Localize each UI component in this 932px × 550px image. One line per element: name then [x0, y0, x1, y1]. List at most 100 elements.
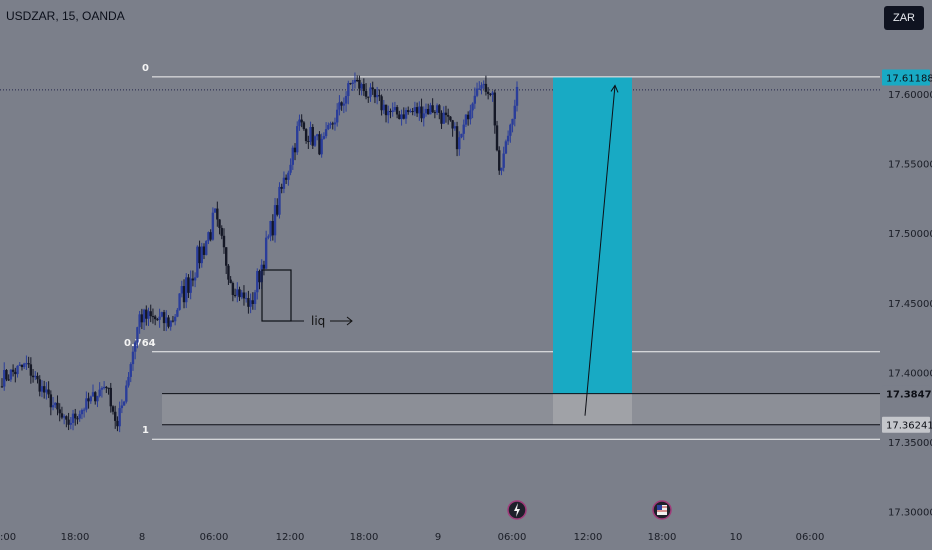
candle-body [16, 365, 19, 375]
candle-body [382, 104, 386, 111]
price-label-target[interactable]: 17.61188 [882, 69, 932, 86]
long-position-tool[interactable] [162, 77, 880, 426]
arrow-head-icon [610, 84, 619, 93]
candle [320, 133, 323, 158]
candle-body [133, 342, 137, 352]
candle-body [118, 408, 121, 427]
candle-body [304, 129, 308, 142]
trend-arrow[interactable] [584, 85, 616, 416]
candle-body [364, 91, 368, 97]
price-label-bg [882, 385, 930, 402]
candle [427, 103, 430, 115]
candle-body [404, 110, 408, 119]
candle [253, 289, 257, 310]
candle [7, 374, 10, 381]
time-axis[interactable]: :00 18:00 8 06:00 12:00 18:00 9 06:00 12:00 18:00… [0, 532, 824, 543]
target-zone[interactable] [553, 77, 632, 394]
candle [149, 304, 152, 323]
candle [247, 290, 250, 314]
candle [480, 82, 483, 95]
candle-body [446, 115, 450, 117]
candle [82, 407, 86, 418]
candle [109, 382, 112, 413]
candle [105, 385, 108, 394]
candle-body [5, 370, 8, 380]
candle-body [145, 309, 148, 319]
candle-body [471, 103, 474, 111]
candle [491, 90, 494, 102]
bolt-icon[interactable] [507, 500, 527, 520]
candle-body [340, 102, 343, 106]
candle [147, 307, 150, 326]
fibonacci-retracement[interactable]: 0 0.764 1 [124, 63, 880, 440]
candle [291, 145, 294, 170]
price-axis[interactable]: 17.60000 17.55000 17.50000 17.45000 17.40000… [882, 69, 932, 519]
candle-body [438, 105, 441, 113]
candle [387, 105, 390, 124]
candle [5, 368, 8, 382]
candle [287, 170, 290, 186]
candle [238, 286, 241, 301]
event-markers[interactable] [507, 500, 672, 520]
demand-box[interactable] [162, 393, 880, 425]
candle [289, 158, 292, 176]
candle [464, 113, 468, 128]
candle [331, 121, 334, 130]
candle [142, 308, 146, 330]
candle-body [506, 135, 510, 142]
candle [205, 240, 208, 256]
candle-body [469, 110, 472, 120]
candle-body [511, 118, 514, 125]
currency-button[interactable]: ZAR [884, 6, 924, 30]
candle [371, 81, 374, 95]
candle [407, 106, 410, 115]
candle-body [498, 150, 501, 171]
candle-body [338, 102, 341, 110]
candle-body [87, 398, 90, 402]
candle [442, 106, 445, 124]
candle [482, 80, 485, 90]
candle [460, 133, 463, 139]
us-flag-icon[interactable] [652, 500, 672, 520]
annotations[interactable]: liq [261, 84, 619, 416]
candle [506, 130, 510, 145]
candle [489, 93, 492, 97]
candle-body [45, 389, 48, 393]
price-label-text: 17.38472 [886, 390, 932, 401]
price-label-entry[interactable]: 17.38472 [882, 385, 932, 402]
candle-body [458, 137, 461, 150]
candle-body [395, 107, 399, 115]
candle-body [202, 246, 206, 255]
candle [311, 124, 314, 150]
candle-body [418, 106, 421, 114]
price-label-stop[interactable]: 17.36241 [882, 416, 932, 433]
candle [251, 292, 255, 310]
candle [160, 311, 164, 318]
candle-body [158, 316, 161, 320]
bolt-glyph [514, 503, 520, 517]
candle-body [211, 212, 215, 240]
candle [209, 229, 212, 242]
candle [178, 293, 181, 311]
candle [42, 380, 46, 399]
candle-body [360, 84, 363, 89]
candle-body [142, 309, 146, 323]
candle [451, 119, 454, 137]
candle [302, 121, 306, 131]
candle-body [196, 246, 199, 278]
candle [158, 308, 161, 328]
candle [122, 400, 126, 406]
candle-body [80, 410, 84, 415]
liquidity-box[interactable] [261, 269, 292, 322]
candle [327, 122, 330, 131]
candle [171, 315, 175, 323]
candle-body [185, 277, 188, 303]
candle-body [256, 271, 259, 293]
candle [313, 135, 317, 147]
candle [229, 276, 232, 284]
candle [500, 167, 503, 176]
candle [0, 378, 4, 388]
candle [360, 82, 363, 96]
candle [67, 412, 70, 431]
